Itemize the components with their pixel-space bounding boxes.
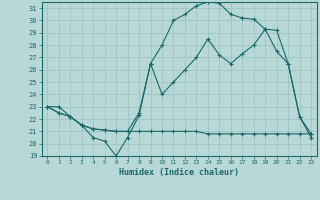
- X-axis label: Humidex (Indice chaleur): Humidex (Indice chaleur): [119, 168, 239, 177]
